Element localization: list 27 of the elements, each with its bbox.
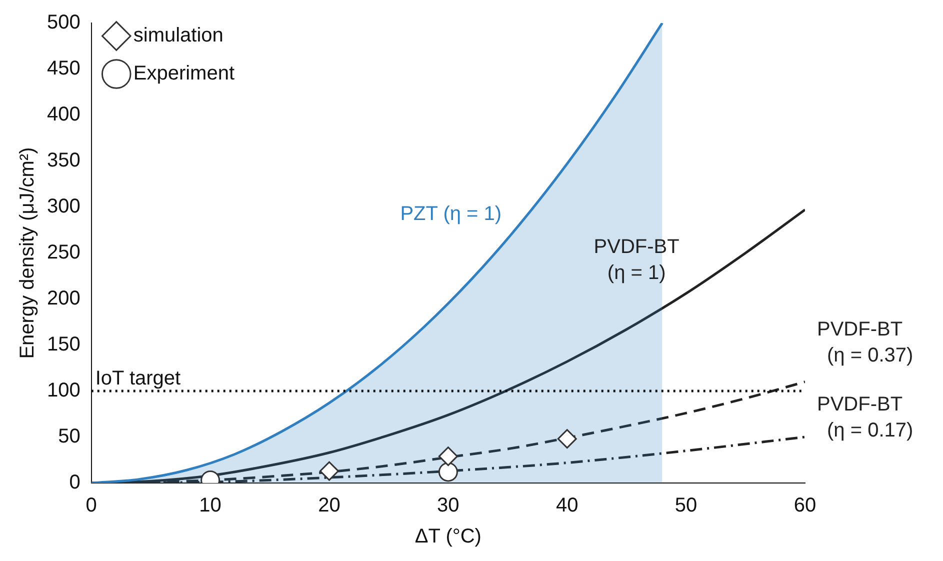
series-label: PVDF-BT (η = 0.17) bbox=[817, 394, 914, 442]
y-tick-label: 250 bbox=[46, 242, 80, 264]
y-tick-label: 400 bbox=[46, 104, 80, 126]
x-tick-label: 20 bbox=[318, 494, 340, 517]
y-tick-label: 300 bbox=[46, 196, 80, 218]
y-tick-label: 100 bbox=[46, 380, 80, 402]
y-tick-label: 350 bbox=[46, 150, 80, 172]
y-tick-label: 200 bbox=[46, 288, 80, 310]
x-tick-label: 0 bbox=[86, 494, 97, 517]
x-tick-label: 60 bbox=[794, 494, 816, 517]
x-tick-label: 30 bbox=[437, 494, 460, 517]
y-tick-label: 50 bbox=[58, 426, 80, 448]
legend-label: Experiment bbox=[133, 62, 235, 85]
series-label: PZT (η = 1) bbox=[400, 202, 502, 225]
legend-label: simulation bbox=[133, 24, 224, 47]
series-label: PVDF-BT (η = 0.37) bbox=[817, 318, 914, 366]
series-label: PVDF-BT (η = 1) bbox=[594, 236, 680, 284]
x-tick-label: 40 bbox=[556, 494, 578, 517]
y-axis-title: Energy density (μJ/cm²) bbox=[16, 147, 39, 359]
y-tick-label: 150 bbox=[46, 334, 80, 356]
y-tick-label: 0 bbox=[69, 472, 80, 494]
y-tick-label: 450 bbox=[46, 58, 80, 80]
y-tick-label: 500 bbox=[46, 12, 80, 34]
x-tick-label: 10 bbox=[199, 494, 222, 517]
x-axis-title: ΔT (°C) bbox=[414, 526, 482, 548]
ref-line-label: IoT target bbox=[95, 368, 182, 390]
x-tick-label: 50 bbox=[674, 494, 698, 517]
